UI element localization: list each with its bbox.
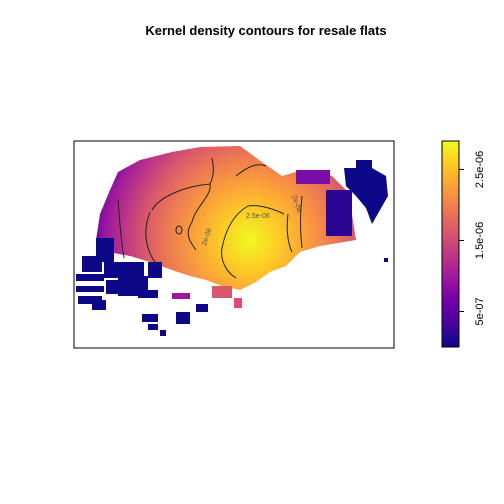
- eastern-islands: [296, 160, 388, 262]
- colorbar-tick-label: 1.5e-06: [474, 222, 486, 259]
- western-islands: [76, 238, 162, 310]
- contour-label: 2.5e-06: [246, 213, 270, 220]
- plot-frame: [73, 140, 395, 349]
- contour-line: [175, 225, 183, 235]
- contour-line: [209, 157, 214, 185]
- contour-line: [145, 211, 159, 267]
- southern-islands: [142, 286, 242, 336]
- colorbar-ticks: 5e-07 1.5e-06 2.5e-06: [459, 151, 486, 326]
- contour-line: [221, 247, 237, 279]
- colorbar: 5e-07 1.5e-06 2.5e-06: [441, 140, 486, 348]
- contour-lines: [117, 157, 303, 279]
- contour-line: [300, 195, 303, 249]
- colorbar-tick-label: 2.5e-06: [474, 151, 486, 188]
- contour-line: [286, 213, 293, 253]
- contour-line: [151, 183, 211, 251]
- colorbar-gradient-rect: [441, 140, 460, 348]
- contour-line: [117, 199, 125, 259]
- contour-line: [235, 164, 267, 177]
- contour-line: [221, 205, 285, 249]
- colorbar-tick-label: 5e-07: [474, 297, 486, 325]
- chart-title: Kernel density contours for resale flats: [145, 23, 386, 38]
